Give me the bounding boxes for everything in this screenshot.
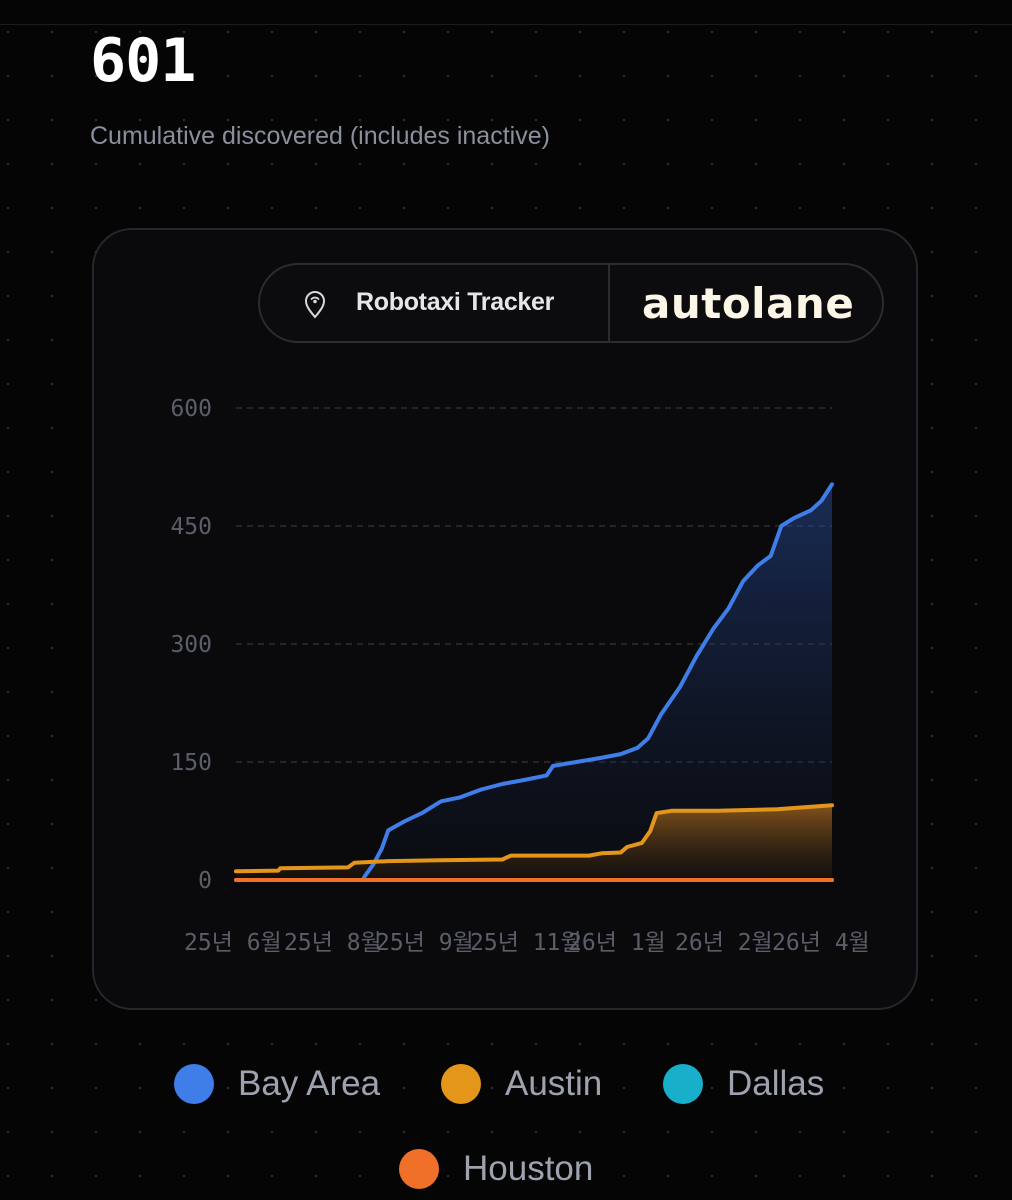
y-tick-label: 300 (170, 632, 212, 658)
count-subtitle: Cumulative discovered (includes inactive… (90, 122, 550, 150)
x-tick-label: 25년 8월 (284, 930, 382, 956)
autolane-logo: autolane (642, 279, 855, 328)
legend-bay-area[interactable]: Bay Area (174, 1064, 380, 1104)
legend-houston[interactable]: Houston (399, 1149, 593, 1189)
legend-austin[interactable]: Austin (441, 1064, 602, 1104)
brand-pill[interactable]: Robotaxi Tracker autolane (258, 263, 884, 343)
x-tick-label: 26년 4월 (772, 930, 870, 956)
top-divider (0, 0, 1012, 25)
legend-label-dallas: Dallas (727, 1064, 825, 1103)
x-tick-label: 26년 2월 (675, 930, 773, 956)
total-count: 601 (90, 26, 196, 96)
x-tick-label: 25년 11월 (470, 930, 582, 956)
legend-label-bay-area: Bay Area (238, 1064, 381, 1103)
legend-label-houston: Houston (463, 1149, 594, 1188)
tracker-label: Robotaxi Tracker (356, 288, 555, 316)
houston-dot (399, 1149, 439, 1189)
dallas-dot (663, 1064, 703, 1104)
bay-area-dot (174, 1064, 214, 1104)
y-tick-label: 150 (170, 750, 212, 776)
x-tick-label: 25년 9월 (376, 930, 474, 956)
y-tick-label: 600 (170, 396, 212, 422)
line-bay-area (234, 482, 834, 882)
x-tick-label: 26년 1월 (568, 930, 666, 956)
austin-dot (441, 1064, 481, 1104)
x-tick-label: 25년 6월 (184, 930, 282, 956)
line-austin (234, 803, 834, 874)
pill-divider (608, 265, 610, 341)
location-pin-icon (300, 289, 330, 319)
y-tick-label: 0 (198, 868, 212, 894)
legend-dallas[interactable]: Dallas (663, 1064, 824, 1104)
y-tick-label: 450 (170, 514, 212, 540)
area-bay-area (236, 484, 832, 880)
legend-label-austin: Austin (505, 1064, 603, 1103)
